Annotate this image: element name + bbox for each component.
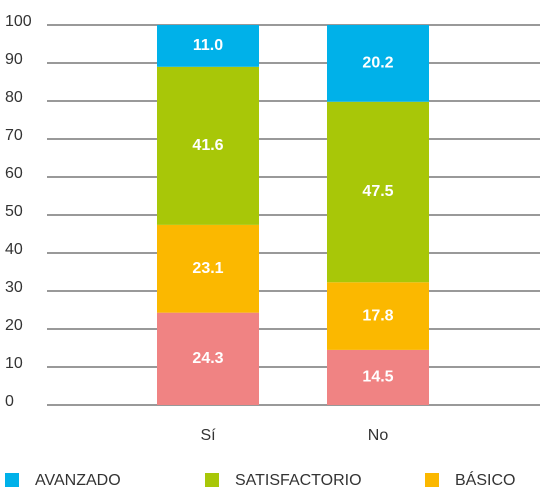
value-label: 24.3 bbox=[192, 350, 223, 367]
bar-segment bbox=[327, 25, 429, 102]
bar-segment bbox=[157, 25, 259, 67]
x-tick-label: No bbox=[368, 427, 389, 444]
bar-segment bbox=[327, 349, 429, 405]
legend-swatch bbox=[205, 473, 219, 487]
value-label: 17.8 bbox=[362, 307, 393, 324]
x-tick-label: Sí bbox=[200, 427, 216, 444]
legend-swatch bbox=[425, 473, 439, 487]
y-tick-label: 100 bbox=[5, 13, 32, 30]
bar-segment bbox=[327, 101, 429, 283]
y-tick-label: 10 bbox=[5, 355, 23, 372]
y-tick-label: 50 bbox=[5, 203, 23, 220]
y-tick-label: 30 bbox=[5, 279, 23, 296]
y-tick-label: 80 bbox=[5, 89, 23, 106]
value-label: 20.2 bbox=[362, 55, 393, 72]
legend-label: AVANZADO bbox=[35, 472, 121, 488]
y-tick-label: 90 bbox=[5, 51, 23, 68]
value-label: 41.6 bbox=[192, 137, 223, 154]
bar-segment bbox=[327, 282, 429, 350]
legend-swatch bbox=[5, 473, 19, 487]
y-tick-label: 40 bbox=[5, 241, 23, 258]
bar-segment bbox=[157, 224, 259, 313]
y-tick-label: 60 bbox=[5, 165, 23, 182]
bar-segment bbox=[157, 312, 259, 405]
legend-label: SATISFACTORIO bbox=[235, 472, 362, 488]
value-label: 47.5 bbox=[362, 183, 393, 200]
bar-segment bbox=[157, 66, 259, 225]
legend-label: BÁSICO bbox=[455, 470, 515, 488]
value-label: 11.0 bbox=[193, 37, 223, 54]
y-tick-label: 70 bbox=[5, 127, 23, 144]
value-label: 23.1 bbox=[192, 260, 223, 277]
y-tick-label: 0 bbox=[5, 393, 14, 410]
value-label: 14.5 bbox=[362, 369, 393, 386]
y-tick-label: 20 bbox=[5, 317, 23, 334]
